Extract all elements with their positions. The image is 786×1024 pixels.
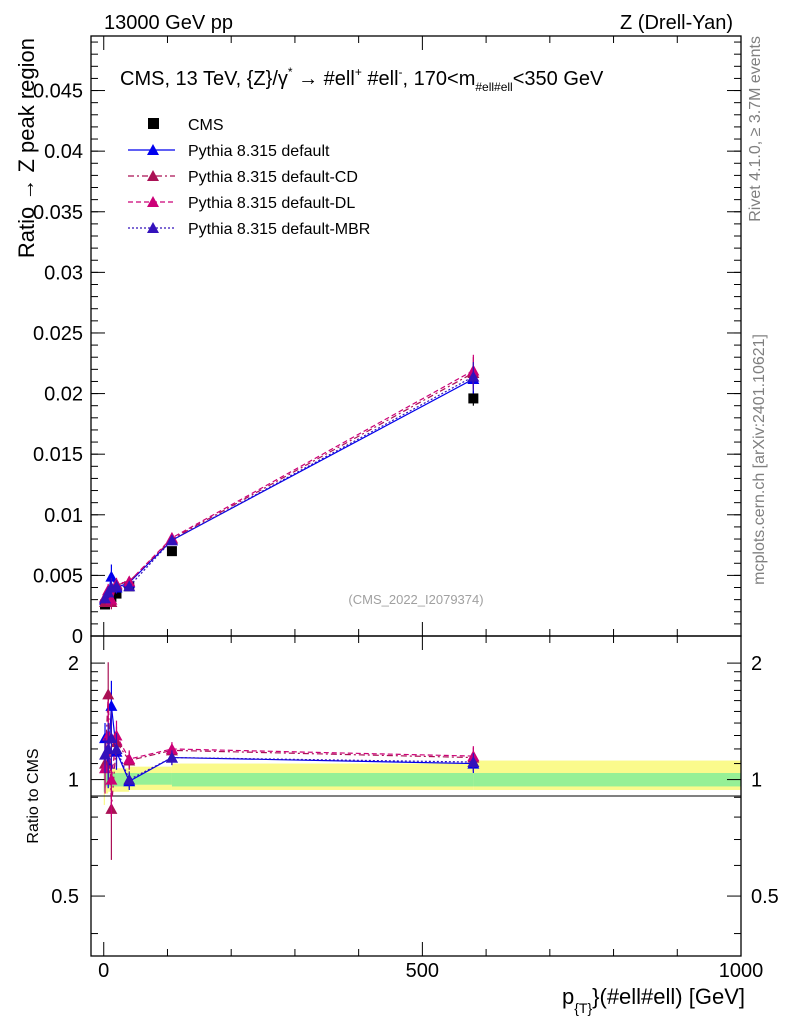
y-tick-label: 0.045	[33, 81, 83, 103]
dl-ratio-point	[105, 773, 118, 785]
dl-line	[104, 370, 474, 602]
mbr-point	[467, 370, 480, 382]
ratio-y-tick-label-right: 1	[751, 770, 762, 792]
mbr-ratio-point	[105, 732, 118, 744]
mbr-point	[110, 580, 123, 592]
legend-label-default: Pythia 8.315 default	[188, 143, 330, 160]
ratio-band-stat	[105, 772, 109, 787]
mbr-line	[104, 376, 474, 599]
dl-ratio-point	[165, 742, 178, 754]
y-tick-label: 0	[72, 626, 83, 648]
y-tick-label: 0.005	[33, 565, 83, 587]
main-plot: 0 0.005 0.01 0.015 0.02 0.025 0.03 0.035 0.04 0.0…	[14, 35, 742, 648]
legend-marker-cms	[148, 118, 159, 129]
y-tick-label: 0.035	[33, 202, 83, 224]
legend: CMS Pythia 8.315 default Pythia 8.315 defa…	[128, 117, 370, 238]
y-tick-label: 0.03	[44, 262, 83, 284]
ratio-series	[99, 662, 480, 860]
ratio-axis-ticks: 0.5 0.5 1 1 2 2 0 500 1000	[51, 636, 779, 982]
cms-point	[468, 393, 479, 404]
mbr-ratio-point	[467, 756, 480, 768]
rivet-label: Rivet 4.1.0, ≥ 3.7M events	[747, 36, 764, 222]
mbr-ratio-point	[165, 751, 178, 763]
y-tick-label: 0.02	[44, 384, 83, 406]
x-tick-label: 0	[98, 960, 109, 982]
ratio-y-tick-label: 0.5	[51, 886, 79, 908]
legend-marker-dl	[147, 196, 159, 207]
header-right: Z (Drell-Yan)	[620, 12, 733, 34]
legend-label-cd: Pythia 8.315 default-CD	[188, 169, 358, 186]
legend-label-dl: Pythia 8.315 default-DL	[188, 195, 355, 212]
mbr-ratio-point	[123, 773, 136, 785]
ratio-y-tick-label-right: 2	[751, 653, 762, 675]
cd-ratio-point	[102, 688, 115, 700]
legend-label-mbr: Pythia 8.315 default-MBR	[188, 221, 370, 238]
ratio-y-tick-label-right: 0.5	[751, 886, 779, 908]
y-tick-label: 0.01	[44, 505, 83, 527]
default-line	[104, 378, 474, 600]
ratio-frame	[90, 635, 742, 957]
ratio-ylabel: Ratio to CMS	[25, 748, 42, 843]
analysis-watermark: (CMS_2022_I2079374)	[348, 592, 483, 607]
ratio-y-tick-label: 2	[68, 653, 79, 675]
mbr-point	[99, 592, 112, 604]
x-axis-label: p{T}}(#ell#ell) [GeV]	[562, 984, 745, 1016]
mbr-point	[123, 580, 136, 592]
main-series	[99, 354, 480, 610]
cms-point	[166, 546, 177, 557]
x-tick-label: 500	[406, 960, 439, 982]
cd-line	[104, 372, 474, 605]
ratio-bands	[103, 757, 741, 805]
dl-ratio-point	[123, 753, 136, 765]
default-point	[105, 570, 118, 582]
ratio-y-tick-label: 1	[68, 770, 79, 792]
y-tick-label: 0.015	[33, 444, 83, 466]
mbr-point	[165, 534, 178, 546]
ratio-plot: 0.5 0.5 1 1 2 2 0 500 1000 Ratio to CMS p{T}}(#e…	[25, 635, 779, 1016]
legend-marker-cd	[147, 170, 159, 181]
x-tick-label: 1000	[719, 960, 764, 982]
mcplots-label: mcplots.cern.ch [arXiv:2401.10621]	[751, 334, 768, 585]
ratio-band-stat	[473, 772, 741, 787]
y-tick-label: 0.04	[44, 141, 83, 163]
main-axis-ticks: 0 0.005 0.01 0.015 0.02 0.025 0.03 0.035 0.04 0.0…	[33, 36, 742, 648]
y-tick-label: 0.025	[33, 323, 83, 345]
ratio-band-stat	[129, 772, 172, 785]
legend-marker-mbr	[147, 222, 159, 233]
legend-label-cms: CMS	[188, 117, 224, 134]
header-left: 13000 GeV pp	[104, 12, 233, 34]
legend-marker-default	[147, 144, 159, 155]
main-ylabel: Ratio → Z peak region	[14, 38, 39, 258]
mbr-ratio-point	[110, 742, 123, 754]
plot-title: CMS, 13 TeV, {Z}/γ* → #ell+ #ell-, 170<m…	[120, 65, 604, 94]
ratio-band-stat	[171, 772, 474, 787]
